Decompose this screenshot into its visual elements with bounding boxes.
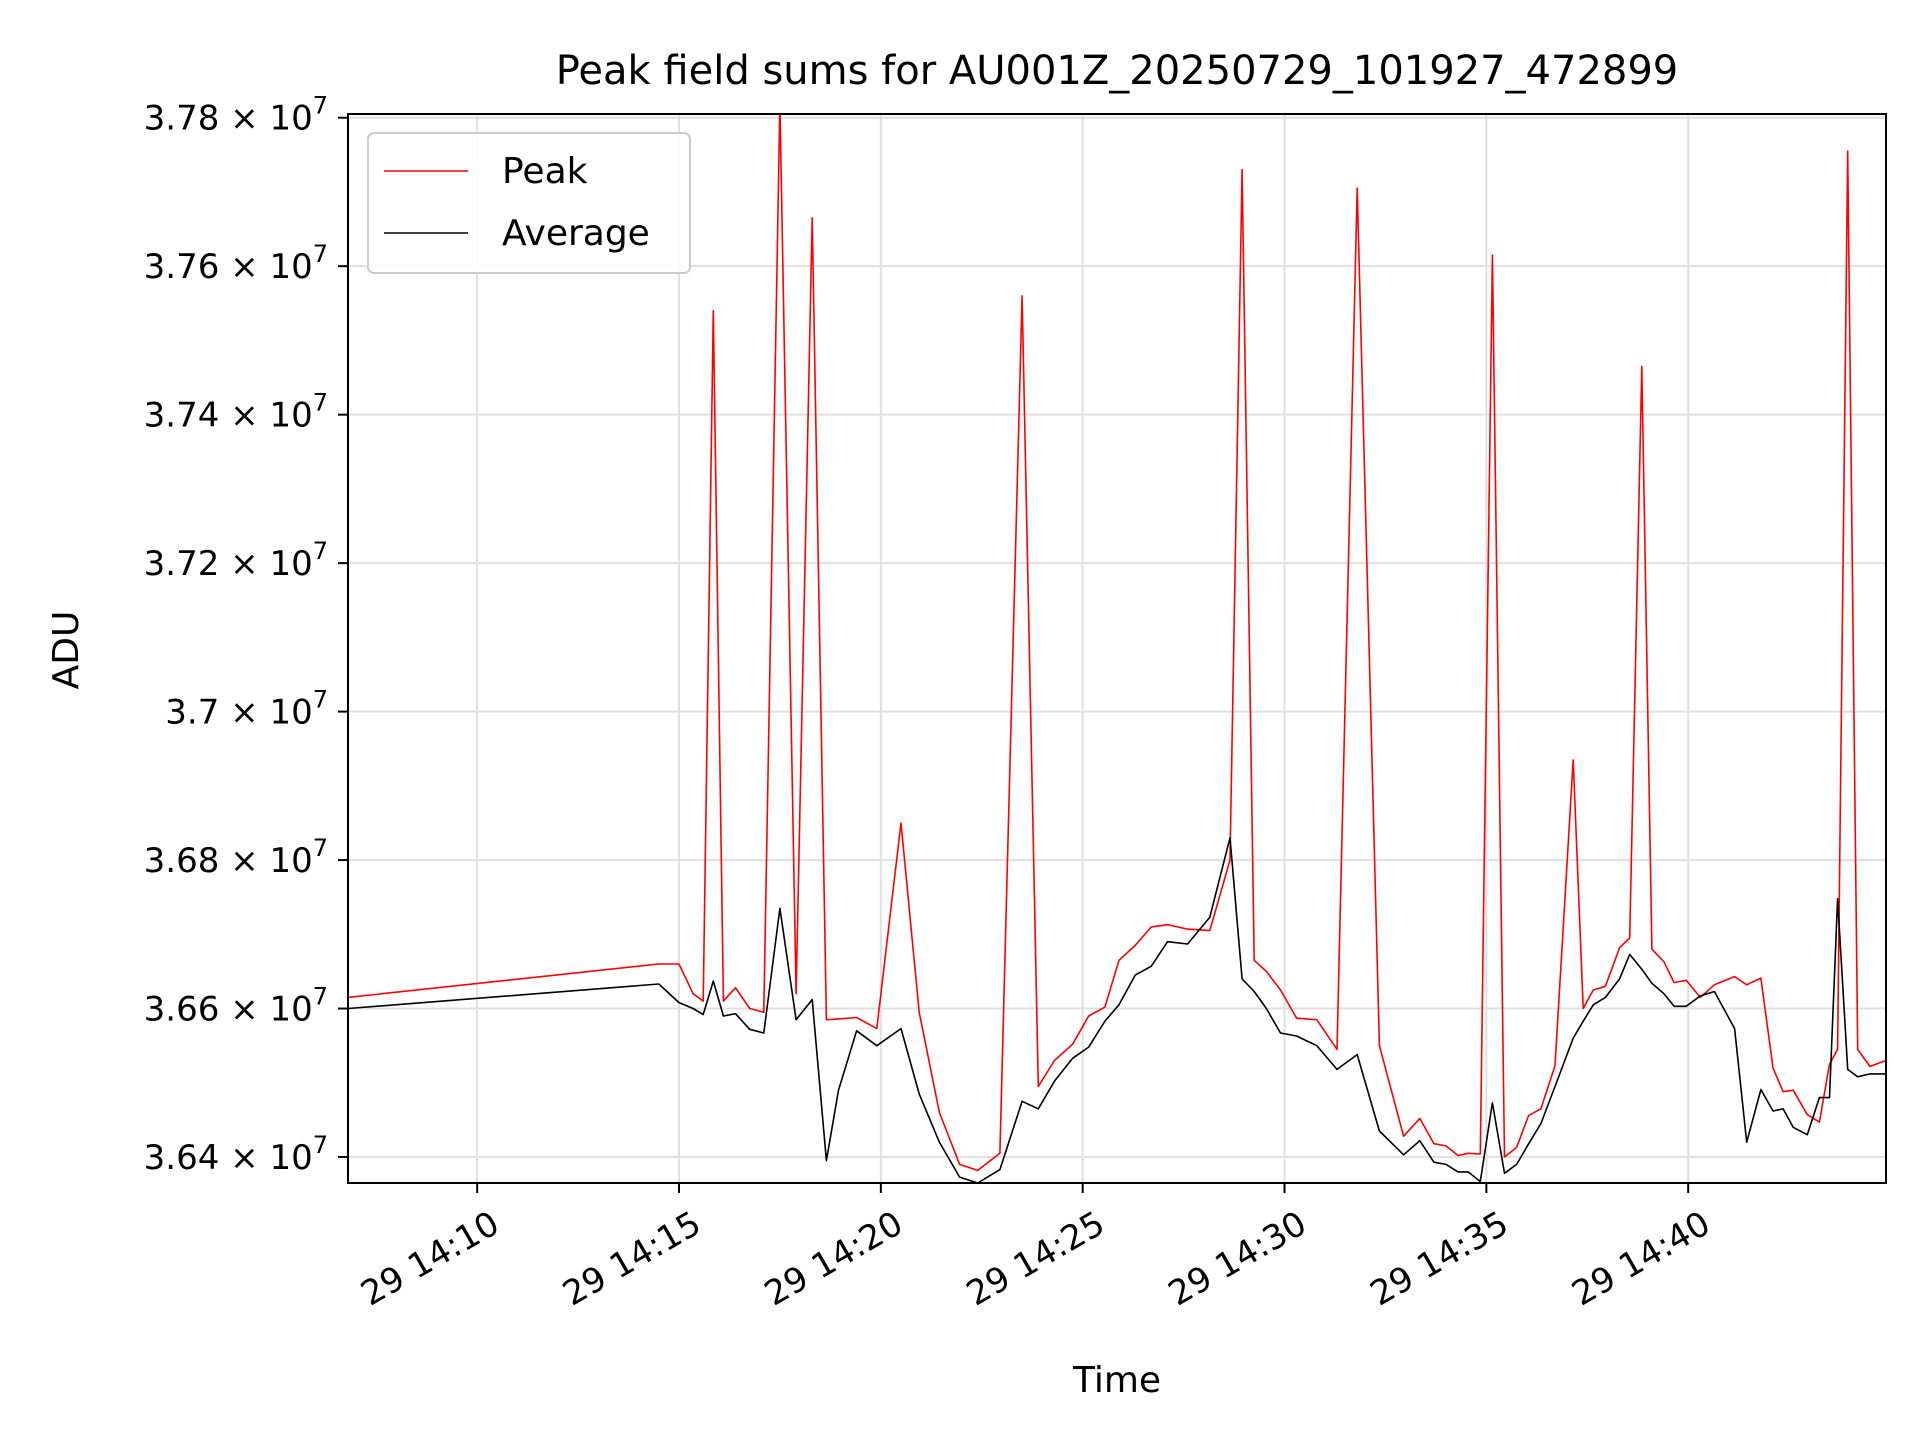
x-tick-label: 29 14:10	[354, 1204, 506, 1315]
y-tick-label: 3.66 × 107	[144, 983, 328, 1030]
x-tick-label: 29 14:25	[960, 1204, 1112, 1315]
plot-frame	[347, 113, 1887, 1184]
y-axis: 3.64 × 107 3.66 × 107 3.68 × 107 3.7 × 107 3…	[144, 92, 348, 1178]
legend: Peak Average	[367, 132, 691, 274]
y-tick-label: 3.68 × 107	[144, 834, 328, 881]
y-tick-label: 3.64 × 107	[144, 1131, 328, 1178]
x-axis: 29 14:10 29 14:15 29 14:20 29 14:25 29 14:30…	[354, 1183, 1717, 1314]
y-tick-label: 3.76 × 107	[144, 240, 328, 287]
y-axis-label: ADU	[46, 611, 87, 690]
y-tick-label: 3.72 × 107	[144, 537, 328, 584]
legend-label: Peak	[502, 151, 588, 192]
x-tick-label: 29 14:15	[556, 1204, 708, 1315]
chart-title: Peak field sums for AU001Z_20250729_1019…	[556, 48, 1679, 94]
x-tick-label: 29 14:30	[1162, 1204, 1314, 1315]
series-line-average	[348, 836, 1886, 1183]
x-axis-label: Time	[1072, 1360, 1161, 1401]
legend-box	[367, 132, 691, 274]
x-tick-label: 29 14:20	[758, 1204, 910, 1315]
x-tick-label: 29 14:40	[1565, 1204, 1717, 1315]
legend-label: Average	[502, 213, 650, 254]
series-layer	[348, 114, 1886, 1183]
grid-layer	[348, 114, 1886, 1183]
y-tick-label: 3.78 × 107	[144, 92, 328, 139]
y-tick-label: 3.74 × 107	[144, 389, 328, 436]
series-line-peak	[348, 114, 1886, 1172]
x-tick-label: 29 14:35	[1364, 1204, 1516, 1315]
y-tick-label: 3.7 × 107	[165, 686, 328, 733]
